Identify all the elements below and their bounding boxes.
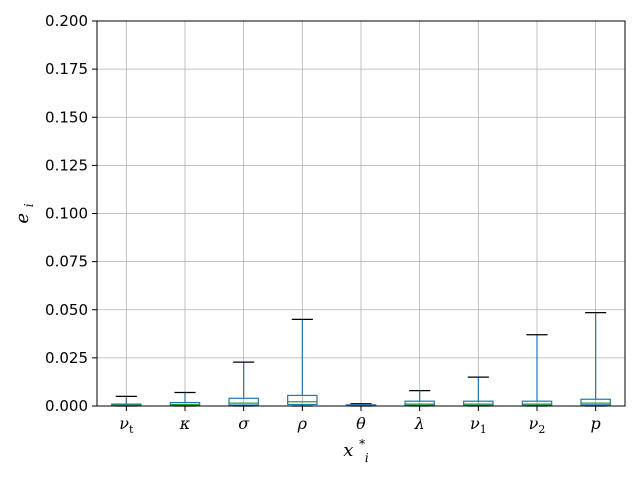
x-tick-label-base: ν (529, 414, 539, 433)
iqr-box (287, 394, 318, 406)
y-tick-label: 0.125 (45, 156, 88, 174)
x-tick-label-base: θ (356, 414, 366, 433)
y-tick-label: 0.050 (45, 301, 88, 319)
x-tick-label-sub: t (129, 423, 134, 436)
y-tick-label: 0.150 (45, 108, 88, 126)
x-tick-label-base: σ (238, 414, 250, 433)
grid-lines (97, 20, 625, 407)
x-tick-label: ρ (297, 414, 308, 433)
x-tick-label-base: ν (119, 414, 129, 433)
iqr-box (580, 398, 611, 406)
y-axis-title: e i (12, 203, 36, 223)
x-axis-title-sub: i (365, 451, 369, 465)
y-tick-label: 0.025 (45, 349, 88, 367)
x-tick-label: κ (179, 414, 191, 433)
x-tick-label: νt (119, 414, 134, 436)
y-axis-ticks: 0.000 0.025 0.050 0.075 0.100 0.125 0.150 0.175… (45, 12, 97, 415)
x-tick-label: λ (414, 414, 425, 433)
x-tick-label: p (591, 414, 601, 433)
y-axis-title-sub: i (22, 203, 36, 207)
x-tick-label-base: p (591, 414, 601, 433)
x-tick-label: θ (356, 414, 366, 433)
x-tick-label: ν1 (470, 414, 487, 436)
x-axis-title: x * i (343, 432, 371, 465)
x-tick-label-base: ρ (297, 414, 308, 433)
y-tick-label: 0.200 (45, 12, 88, 30)
x-tick-label-base: λ (414, 414, 425, 433)
iqr-box (521, 400, 553, 406)
iqr-box (463, 400, 494, 406)
x-tick-label: ν2 (529, 414, 546, 436)
y-tick-label: 0.075 (45, 253, 88, 271)
y-tick-label: 0.175 (45, 60, 88, 78)
x-tick-label-sub: 2 (538, 423, 545, 436)
x-axis-title-sup: * (359, 437, 365, 451)
y-axis-title-base: e (12, 213, 33, 224)
y-tick-label: 0.000 (45, 397, 88, 415)
x-tick-label-sub: 1 (480, 423, 487, 436)
y-tick-label: 0.100 (45, 205, 88, 223)
iqr-box (404, 400, 435, 406)
x-tick-label-base: κ (179, 414, 191, 433)
x-axis-ticks: νt κ σ ρ θ λ ν1 ν2 p (119, 406, 601, 436)
iqr-box (228, 397, 259, 406)
x-axis-title-base: x (343, 440, 353, 461)
x-tick-label: σ (238, 414, 250, 433)
x-tick-label-base: ν (470, 414, 480, 433)
